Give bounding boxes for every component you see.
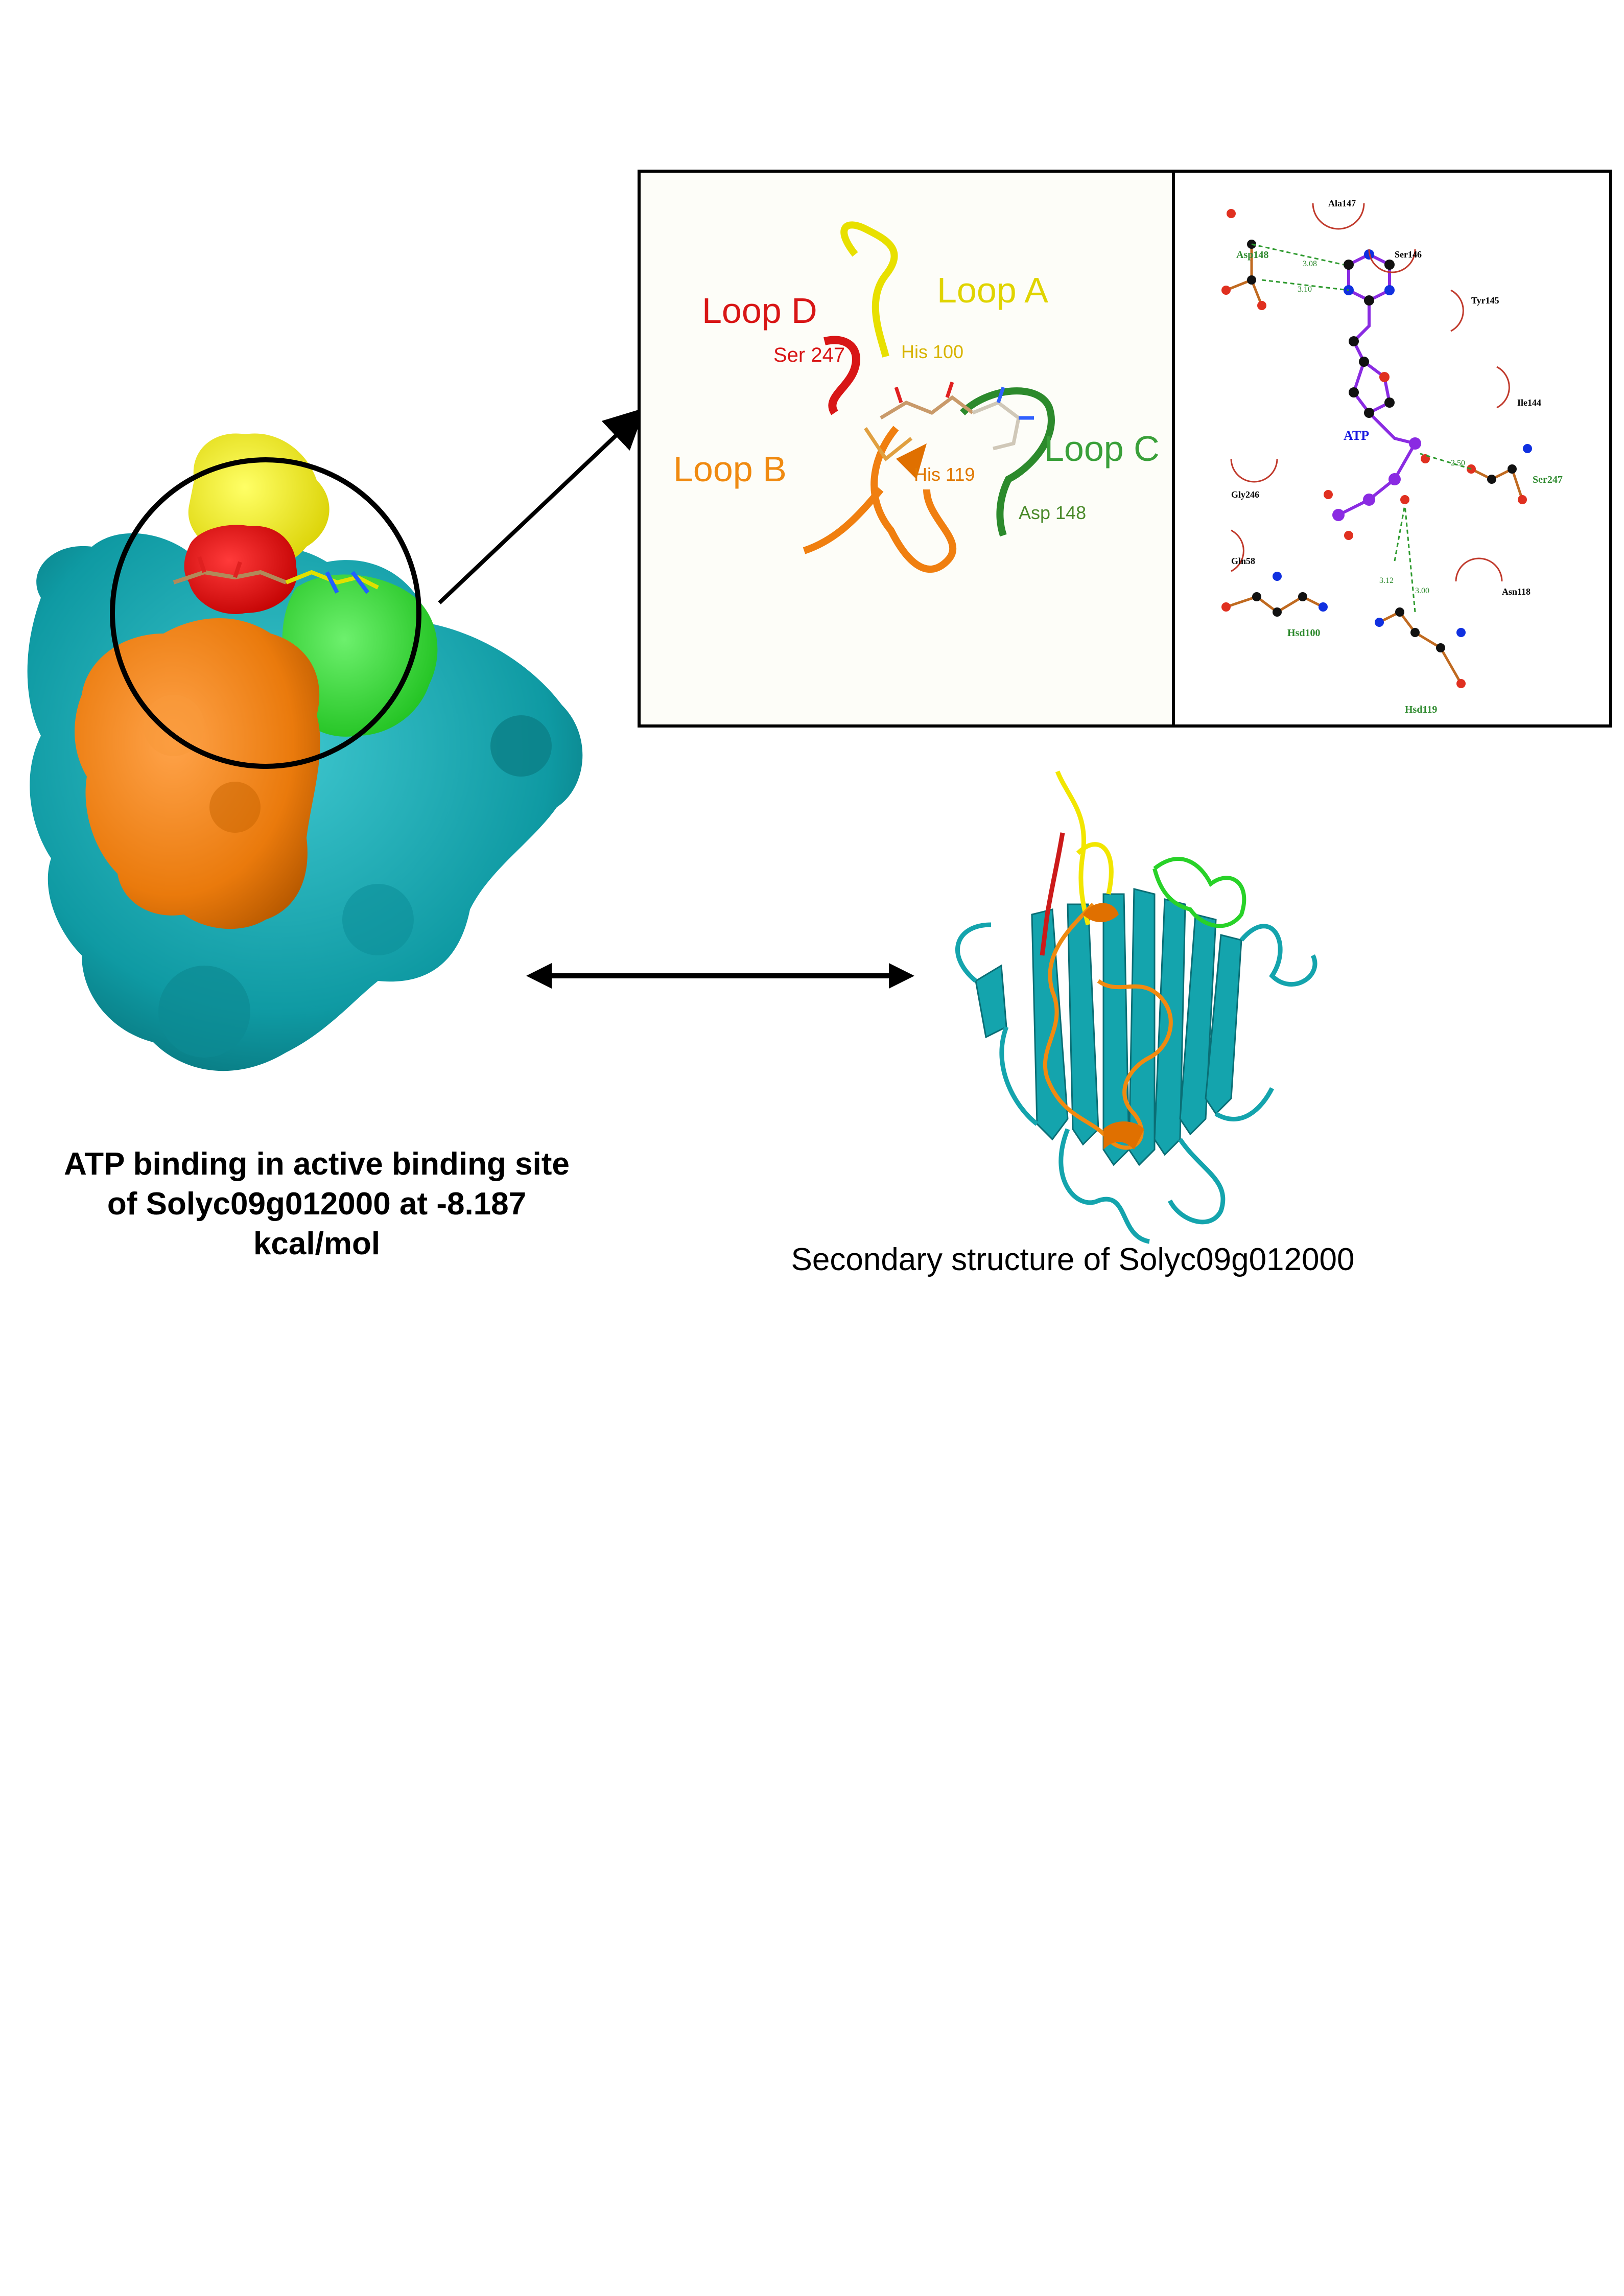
hbond-lines xyxy=(1251,243,1472,613)
cartoon-caption: Secondary structure of Solyc09g012000 xyxy=(791,1242,1355,1277)
ser247-residue xyxy=(1467,444,1532,504)
ligand-sticks xyxy=(864,381,1034,462)
loop-b-arrow xyxy=(896,443,927,479)
residue-hsd119-label: Hsd119 xyxy=(1405,704,1438,715)
green-loop xyxy=(1152,857,1246,928)
hydrophobic-arcs xyxy=(1230,203,1510,582)
loops-panel: Loop A Loop D Loop B Loop C Ser 247 His … xyxy=(641,173,1172,724)
secondary-structure-cartoon xyxy=(955,770,1317,1244)
inset-divider xyxy=(1172,173,1175,724)
atp-atoms xyxy=(1324,249,1430,540)
residue-his100-label: His 100 xyxy=(901,341,964,362)
distance-label-1: 3.08 xyxy=(1303,260,1317,268)
residue-asn118-label: Asn118 xyxy=(1502,587,1531,597)
yellow-loop xyxy=(1055,770,1114,926)
hsd100-residue xyxy=(1221,572,1328,617)
orange-arrow xyxy=(1103,1121,1144,1150)
residue-ser247-label: Ser247 xyxy=(1533,474,1563,485)
asp148-residue xyxy=(1221,209,1266,310)
ligplot-diagram xyxy=(1221,203,1532,688)
residue-asp148-label: Asp148 xyxy=(1236,249,1269,261)
double-arrow xyxy=(526,963,914,989)
residue-gln58-label: Gln58 xyxy=(1231,556,1256,566)
loop-a-label: Loop A xyxy=(937,270,1048,310)
surface-caption-line1: ATP binding in active binding site xyxy=(64,1146,570,1182)
surface-caption-line3: kcal/mol xyxy=(253,1226,381,1261)
surface-caption-line2: of Solyc09g012000 at -8.187 xyxy=(107,1186,527,1222)
protein-surface-image xyxy=(27,433,583,1071)
loop-b-ribbon xyxy=(803,426,957,573)
loop-c-label: Loop C xyxy=(1044,429,1160,468)
distance-label-4: 3.12 xyxy=(1379,576,1394,585)
residue-ile144-label: Ile144 xyxy=(1517,397,1541,408)
loop-b-label: Loop B xyxy=(673,449,787,489)
ligand-atp-sticks xyxy=(173,556,379,594)
residue-ser146-label: Ser146 xyxy=(1395,249,1422,260)
zoom-arrow xyxy=(438,407,646,604)
residue-gly246-label: Gly246 xyxy=(1231,489,1260,500)
residue-asp148-label: Asp 148 xyxy=(1019,502,1087,523)
residue-his119-label: His 119 xyxy=(914,464,975,485)
residue-ser247-label: Ser 247 xyxy=(773,344,845,366)
residue-tyr145-label: Tyr145 xyxy=(1471,295,1499,306)
loops-ribbon-drawing xyxy=(803,221,1055,573)
ligand-atp-label: ATP xyxy=(1344,428,1370,443)
residue-ala147-label: Ala147 xyxy=(1328,198,1356,208)
loop-a-ribbon xyxy=(840,221,898,358)
loop-d-ribbon xyxy=(823,336,860,415)
beta-sheets xyxy=(975,888,1242,1166)
hsd119-residue xyxy=(1375,607,1466,688)
orange-helix xyxy=(1083,903,1119,922)
surface-green-loop-c xyxy=(282,574,438,737)
binding-site-inset: Loop A Loop D Loop B Loop C Ser 247 His … xyxy=(638,170,1612,728)
distance-label-3: 2.50 xyxy=(1451,459,1465,467)
orange-loop xyxy=(1043,903,1173,1150)
binding-site-circle xyxy=(110,457,421,769)
distance-label-2: 3.10 xyxy=(1298,285,1312,294)
loop-c-ribbon xyxy=(960,387,1055,537)
loops-teal xyxy=(955,922,1317,1244)
residue-hsd100-label: Hsd100 xyxy=(1287,627,1321,639)
distance-label-5: 3.00 xyxy=(1415,587,1429,595)
surface-caption: ATP binding in active binding site of So… xyxy=(20,1144,613,1264)
loop-d-label: Loop D xyxy=(702,291,817,331)
ligplot-panel: ATP Ala147 Ser146 Tyr145 Ile144 Asp148 G… xyxy=(1175,173,1609,724)
red-loop xyxy=(1040,832,1065,956)
surface-red-loop-d xyxy=(184,525,297,614)
